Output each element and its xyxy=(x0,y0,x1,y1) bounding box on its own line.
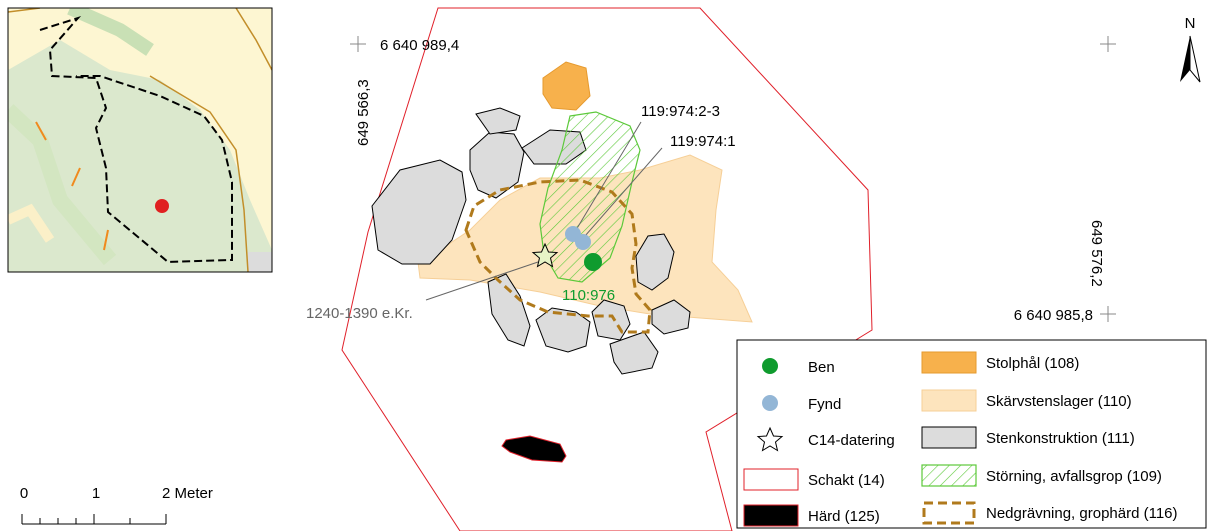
legend: Ben Fynd C14-datering Schakt (14) Härd (… xyxy=(736,339,1207,529)
stone xyxy=(635,233,675,291)
legend-symbol-trench xyxy=(743,468,799,491)
legend-symbol-fire-cracked-layer xyxy=(921,389,977,412)
legend-symbol-posthole xyxy=(921,351,977,374)
coordinate-cross-bottom-right xyxy=(1100,306,1116,322)
c14-label: 1240-1390 e.Kr. xyxy=(306,305,413,322)
legend-label: C14-datering xyxy=(808,432,895,449)
scale-tick-0: 0 xyxy=(20,485,28,502)
c14-star-icon xyxy=(531,242,559,268)
stone xyxy=(535,307,591,353)
overview-inset-map xyxy=(7,7,273,273)
legend-label: Schakt (14) xyxy=(808,472,885,489)
coordinate-cross-top-left xyxy=(350,36,366,52)
legend-label: Härd (125) xyxy=(808,508,880,525)
legend-symbol-bone xyxy=(762,358,778,374)
inset-site-marker xyxy=(155,199,169,213)
bone-label: 110:976 xyxy=(562,287,615,304)
bone-marker xyxy=(584,253,602,271)
legend-symbol-pit-hearth xyxy=(922,501,976,525)
inset-site-outline xyxy=(39,15,233,264)
legend-label: Störning, avfallsgrop (109) xyxy=(986,468,1162,485)
coord-label-right: 649 576,2 xyxy=(1088,220,1105,287)
legend-symbol-find xyxy=(762,395,778,411)
legend-label: Stenkonstruktion (111) xyxy=(986,430,1135,447)
coordinate-cross-top-right xyxy=(1100,36,1116,52)
legend-symbol-stone xyxy=(921,426,977,449)
leader-lines xyxy=(425,121,663,301)
find-label-1: 119:974:1 xyxy=(670,133,736,150)
legend-label: Nedgrävning, grophärd (116) xyxy=(986,505,1178,522)
stone xyxy=(475,107,521,135)
legend-symbol-hearth xyxy=(743,504,799,527)
scale-tick-2: 2 Meter xyxy=(162,485,213,502)
scale-tick-1: 1 xyxy=(92,485,100,502)
legend-label: Fynd xyxy=(808,396,841,413)
coord-label-left: 649 566,3 xyxy=(355,79,372,146)
stone xyxy=(591,299,631,341)
coord-label-bottom-right: 6 640 985,8 xyxy=(1014,307,1093,324)
pit-hearth-outline xyxy=(464,178,652,334)
scale-bar: 0 1 2 Meter xyxy=(20,485,213,525)
posthole xyxy=(542,61,591,111)
find-label-2-3: 119:974:2-3 xyxy=(641,103,720,120)
trench-outline xyxy=(341,7,873,531)
legend-label: Stolphål (108) xyxy=(986,355,1079,372)
legend-symbol-star-icon xyxy=(756,426,784,452)
find-marker xyxy=(575,234,591,250)
legend-label: Ben xyxy=(808,359,835,376)
north-arrow-icon: N xyxy=(1180,15,1201,83)
hearth xyxy=(501,435,567,463)
legend-label: Skärvstenslager (110) xyxy=(986,393,1132,410)
legend-symbol-disturbance xyxy=(921,464,977,487)
stone xyxy=(487,273,531,347)
north-label: N xyxy=(1185,15,1196,32)
coord-label-top-left: 6 640 989,4 xyxy=(380,37,459,54)
stone xyxy=(651,299,691,335)
stone xyxy=(371,159,467,265)
